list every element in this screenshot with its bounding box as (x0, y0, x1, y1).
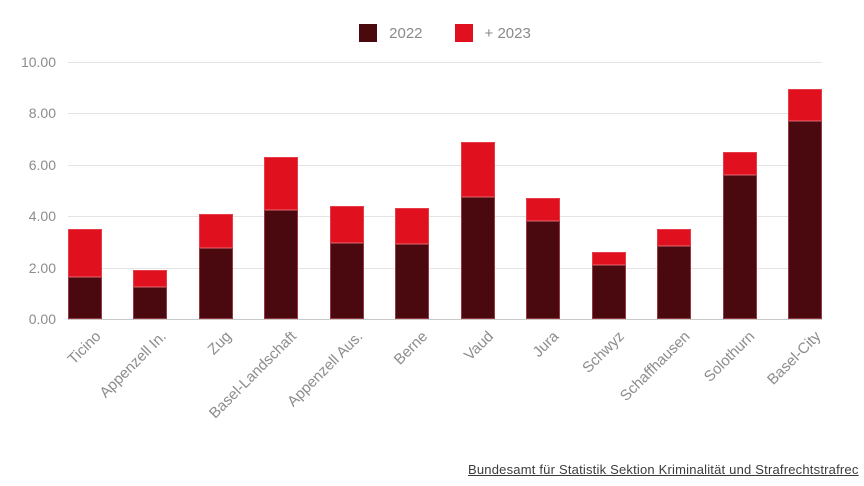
x-axis-category-label: Basel-City (763, 328, 825, 389)
x-axis-category-label: Appenzell In. (96, 328, 170, 402)
bar-segment-2022-schaffhausen[interactable] (657, 245, 692, 319)
bar-segment-2023-berne[interactable] (395, 208, 430, 245)
gridline (68, 216, 822, 218)
gridline (68, 113, 822, 115)
bar-segment-2023-schaffhausen[interactable] (657, 229, 692, 246)
bar-segment-2022-solothurn[interactable] (722, 175, 757, 319)
legend-item-2022[interactable]: 2022 (359, 24, 423, 42)
source-link[interactable]: Bundesamt für Statistik Sektion Kriminal… (468, 462, 859, 477)
x-axis-category-label: Solothurn (701, 328, 759, 386)
x-axis-category-label: Zug (204, 328, 235, 359)
gridline (68, 164, 822, 166)
bar-segment-2023-jura[interactable] (526, 198, 561, 222)
bar-segment-2022-basel-landschaft[interactable] (264, 209, 299, 319)
bar-segment-2023-appenzell-aus[interactable] (329, 205, 364, 244)
y-axis-tick-label: 8.00 (28, 105, 56, 122)
bar-segment-2022-jura[interactable] (526, 221, 561, 319)
bar-segment-2022-ticino[interactable] (68, 276, 102, 319)
x-axis-category-label: Vaud (460, 328, 497, 365)
bar-segment-2022-vaud[interactable] (460, 196, 495, 319)
legend: 2022 + 2023 (68, 22, 822, 44)
bar-segment-2023-solothurn[interactable] (722, 151, 757, 176)
legend-label-2022: 2022 (389, 24, 423, 42)
bar-segment-2023-schwyz[interactable] (591, 252, 626, 266)
y-axis-tick-label: 4.00 (28, 208, 56, 225)
bar-segment-2022-appenzell-aus[interactable] (329, 243, 364, 319)
gridline (68, 267, 822, 269)
bar-segment-2023-basel-landschaft[interactable] (264, 157, 299, 210)
y-axis-tick-label: 10.00 (20, 54, 56, 70)
bar-segment-2023-basel-city[interactable] (788, 88, 822, 122)
y-axis-tick-label: 0.00 (28, 311, 56, 327)
bar-segment-2023-vaud[interactable] (460, 141, 495, 197)
legend-item-2023[interactable]: + 2023 (454, 24, 531, 42)
x-axis-category-label: Berne (390, 328, 432, 369)
bar-segment-2022-basel-city[interactable] (788, 121, 822, 319)
bar-segment-2022-schwyz[interactable] (591, 265, 626, 319)
legend-label-2023: + 2023 (484, 24, 531, 42)
bar-segment-2022-appenzell-in[interactable] (133, 286, 168, 319)
x-axis-category-label: Jura (529, 328, 563, 361)
bar-segment-2022-zug[interactable] (198, 248, 233, 319)
x-axis-category-label: Ticino (64, 328, 105, 368)
bar-segment-2022-berne[interactable] (395, 244, 430, 319)
source-attribution: Bundesamt für Statistik Sektion Kriminal… (468, 461, 859, 479)
legend-swatch-2022-icon (359, 24, 378, 42)
bar-segment-2023-appenzell-in[interactable] (133, 270, 168, 287)
gridline (68, 62, 822, 63)
bar-segment-2023-ticino[interactable] (68, 229, 102, 277)
y-axis-tick-label: 2.00 (28, 259, 56, 276)
y-axis-tick-label: 6.00 (28, 156, 56, 173)
x-axis-baseline (68, 319, 822, 320)
x-axis-category-label: Schwyz (579, 328, 628, 377)
legend-swatch-2023-icon (454, 24, 473, 42)
bar-segment-2023-zug[interactable] (198, 213, 233, 249)
